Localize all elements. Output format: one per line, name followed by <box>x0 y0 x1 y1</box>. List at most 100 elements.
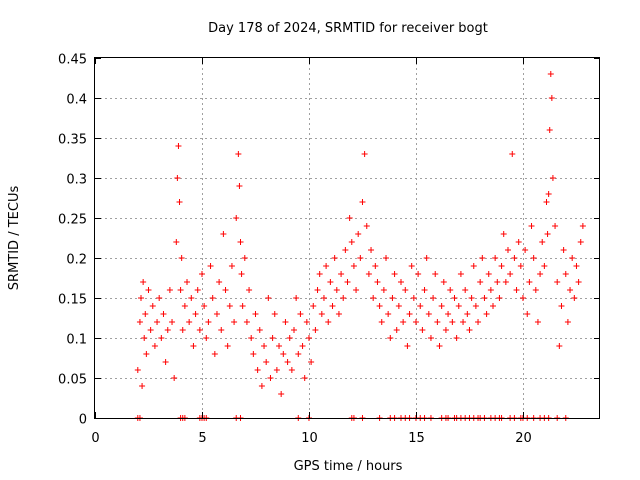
data-point <box>175 143 182 149</box>
data-point <box>410 295 417 301</box>
data-point <box>190 343 197 349</box>
data-point <box>548 95 555 101</box>
data-point <box>517 263 524 269</box>
data-point <box>243 319 250 325</box>
data-point <box>136 319 143 325</box>
y-tick-label: 0.2 <box>66 253 87 268</box>
data-point <box>395 303 402 309</box>
data-point <box>385 311 392 317</box>
data-point <box>475 319 482 325</box>
data-point <box>562 271 569 277</box>
data-point <box>265 295 272 301</box>
data-point <box>284 359 291 365</box>
data-point <box>147 327 154 333</box>
data-point <box>507 271 514 277</box>
data-point <box>293 295 300 301</box>
data-point <box>305 335 312 341</box>
data-point <box>457 271 464 277</box>
data-point <box>201 303 208 309</box>
data-point <box>526 279 533 285</box>
data-point <box>519 295 526 301</box>
data-point <box>278 391 285 397</box>
data-point <box>295 351 302 357</box>
data-point <box>378 319 385 325</box>
data-point <box>500 231 507 237</box>
data-point <box>166 287 173 293</box>
data-point <box>156 295 163 301</box>
data-point <box>181 303 188 309</box>
chart-title: Day 178 of 2024, SRMTID for receiver bog… <box>208 21 488 36</box>
data-point <box>544 231 551 237</box>
data-point <box>325 319 332 325</box>
data-point <box>174 175 181 181</box>
data-point <box>391 271 398 277</box>
data-point <box>301 375 308 381</box>
data-point <box>530 255 537 261</box>
y-tick-label: 0.45 <box>58 53 87 68</box>
data-point <box>560 247 567 253</box>
data-point <box>237 239 244 245</box>
data-point <box>460 319 467 325</box>
data-point <box>477 279 484 285</box>
data-point <box>282 319 289 325</box>
data-point <box>504 247 511 253</box>
x-tick-labels: 0 5 10 15 20 <box>91 431 531 446</box>
data-point <box>188 295 195 301</box>
data-point <box>462 287 469 293</box>
data-point <box>359 199 366 205</box>
data-point <box>145 287 152 293</box>
data-point <box>436 343 443 349</box>
data-point <box>160 311 167 317</box>
data-point <box>372 263 379 269</box>
data-point <box>490 303 497 309</box>
data-point <box>280 351 287 357</box>
data-point <box>406 311 413 317</box>
data-point <box>329 303 336 309</box>
data-point <box>447 287 454 293</box>
y-tick-label: 0.05 <box>58 373 87 388</box>
data-point <box>346 215 353 221</box>
data-point <box>567 287 574 293</box>
data-point <box>238 271 245 277</box>
data-point <box>502 279 509 285</box>
data-point <box>318 311 325 317</box>
data-point <box>419 327 426 333</box>
data-point <box>178 255 185 261</box>
data-point <box>545 191 552 197</box>
data-point <box>254 367 261 373</box>
data-point <box>423 255 430 261</box>
data-point <box>164 327 171 333</box>
data-point <box>344 279 351 285</box>
data-point <box>434 319 441 325</box>
data-point <box>186 319 193 325</box>
data-point <box>374 279 381 285</box>
data-point <box>192 311 199 317</box>
grid-lines <box>95 58 600 418</box>
data-point <box>547 71 554 77</box>
data-point <box>438 303 445 309</box>
data-point <box>252 311 259 317</box>
data-point <box>134 367 141 373</box>
data-point <box>541 263 548 269</box>
data-point <box>141 335 148 341</box>
data-point <box>415 271 422 277</box>
data-point <box>331 255 338 261</box>
data-point <box>383 255 390 261</box>
data-point <box>342 247 349 253</box>
data-point <box>485 271 492 277</box>
data-point <box>288 367 295 373</box>
y-tick-label: 0.15 <box>58 293 87 308</box>
data-point <box>534 319 541 325</box>
data-point <box>139 383 146 389</box>
data-point <box>222 287 229 293</box>
data-point <box>151 343 158 349</box>
data-point <box>162 359 169 365</box>
data-point <box>575 279 582 285</box>
data-point <box>205 319 212 325</box>
x-tick-label: 10 <box>301 431 318 446</box>
data-point <box>320 295 327 301</box>
data-point <box>207 263 214 269</box>
data-point <box>209 295 216 301</box>
data-point <box>140 279 147 285</box>
data-point <box>218 327 225 333</box>
